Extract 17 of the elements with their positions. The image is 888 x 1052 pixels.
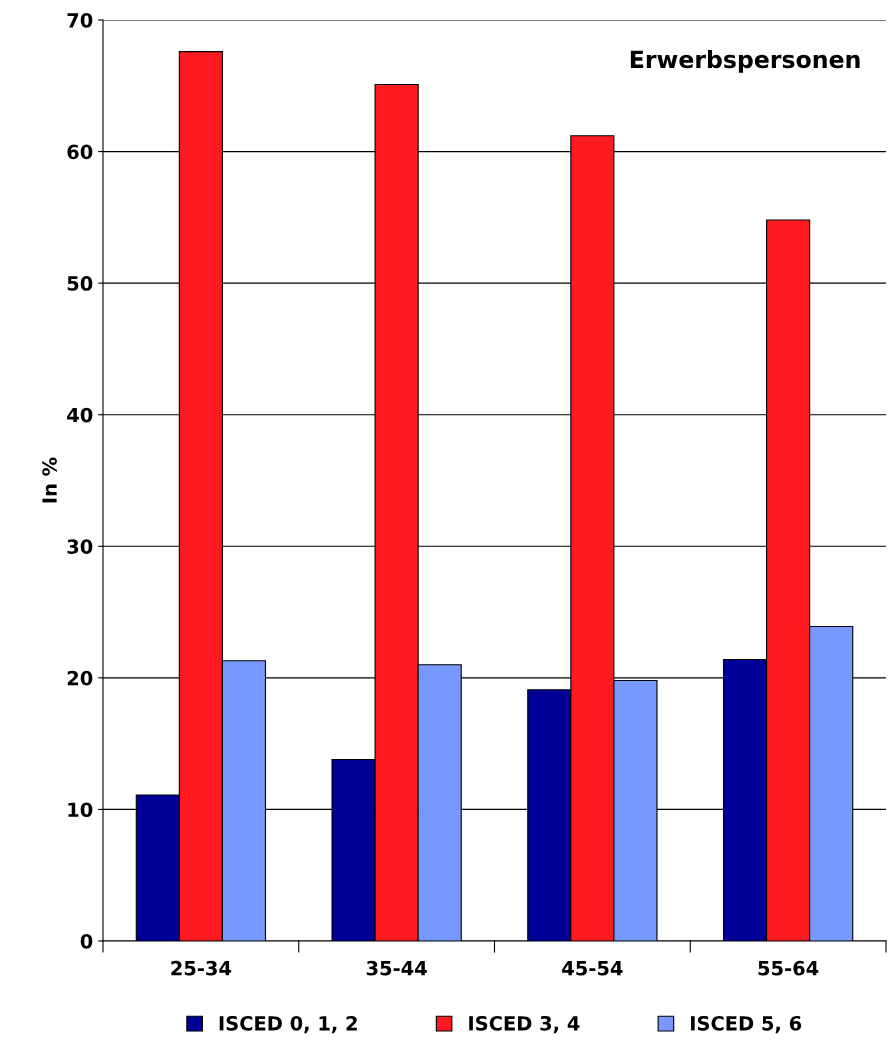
x-tick-label: 25-34 — [171, 960, 232, 976]
y-tick-label: 70 — [67, 12, 93, 28]
y-tick-label: 10 — [68, 802, 93, 818]
legend-label: ISCED 0, 1, 2 — [219, 1015, 357, 1034]
text: Erwerbspersonen — [630, 50, 860, 73]
x-tick-label: 45-54 — [562, 961, 623, 976]
y-axis-title: In % — [42, 457, 57, 503]
legend-label: ISCED 5, 6 — [691, 1015, 802, 1034]
x-tick-label: 35-44 — [366, 960, 427, 976]
y-tick-label: 40 — [67, 407, 93, 423]
y-tick-label: 20 — [67, 670, 93, 686]
legend-label: ISCED 3, 4 — [469, 1015, 580, 1034]
y-tick-label: 60 — [67, 144, 93, 160]
y-tick-label: 50 — [67, 276, 93, 291]
y-tick-label: 0 — [80, 933, 93, 949]
y-tick-label: 30 — [67, 539, 93, 554]
x-tick-label: 55-64 — [758, 960, 819, 976]
